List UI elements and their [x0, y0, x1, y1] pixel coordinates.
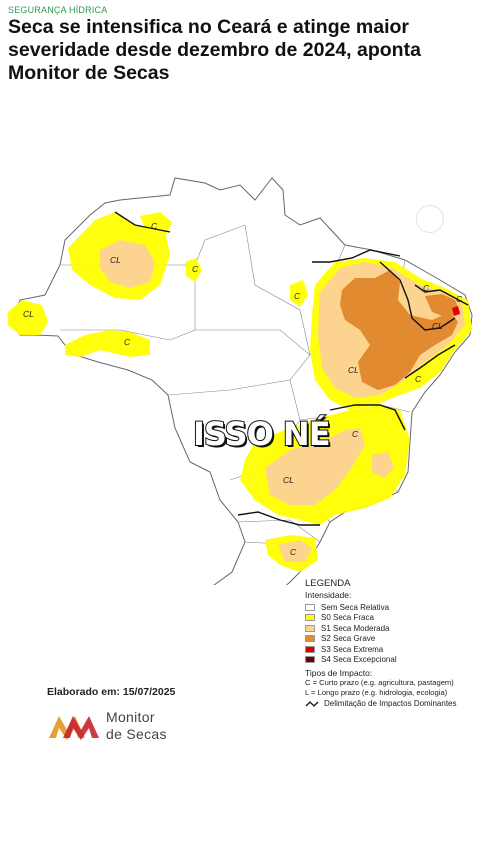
label-cl-amazonas: CL — [110, 255, 121, 265]
brand-name: Monitor de Secas — [106, 709, 167, 743]
impact-delimitations — [114, 211, 469, 526]
monitor-de-secas-logo — [49, 716, 99, 740]
elaborated-date: Elaborado em: 15/07/2025 — [47, 686, 176, 698]
label-cl-pernambuco: CL — [432, 321, 443, 331]
legend-label: Sem Seca Relativa — [321, 602, 390, 612]
swatch-s1 — [305, 624, 315, 632]
label-cl-goias: CL — [283, 475, 294, 485]
impact-c: C = Curto prazo (e.g. agricultura, pasta… — [305, 678, 454, 687]
watermark-icon — [416, 205, 444, 233]
label-c-rondonia: C — [124, 337, 131, 347]
impact-l: L = Longo prazo (e.g. hidrologia, ecolog… — [305, 688, 448, 697]
label-c-south: C — [290, 547, 297, 557]
legend-item: S3 Seca Extrema — [305, 644, 457, 655]
delimitation-row: Delimitação de Impactos Dominantes — [305, 699, 457, 708]
s2-regions — [340, 270, 460, 390]
legend-item: S2 Seca Grave — [305, 634, 457, 645]
legend-subtitle: Intensidade: — [305, 590, 352, 600]
legend-label: S4 Seca Excepcional — [321, 655, 397, 665]
legend-label: S2 Seca Grave — [321, 634, 376, 644]
legend-item: S4 Seca Excepcional — [305, 655, 457, 666]
label-cl-acre: CL — [23, 309, 34, 319]
label-c-amapa: C — [192, 264, 199, 274]
legend-label: S0 Seca Fraca — [321, 613, 374, 623]
overlay-caption: ISSO NÉ — [192, 414, 332, 454]
legend-item: S1 Seca Moderada — [305, 623, 457, 634]
legend-label: S3 Seca Extrema — [321, 644, 384, 654]
kicker: SEGURANÇA HÍDRICA — [8, 5, 108, 15]
label-c-roraima: C — [151, 221, 158, 231]
delimitation-label: Delimitação de Impactos Dominantes — [324, 699, 457, 708]
region-labels: CL C C CL C C C CL C C CL C CL C — [23, 221, 463, 557]
label-c-paraiba: C — [456, 294, 463, 304]
swatch-none — [305, 603, 315, 611]
label-c-para: C — [294, 291, 301, 301]
legend: LEGENDA Intensidade: Sem Seca Relativa S… — [305, 578, 457, 708]
swatch-s3 — [305, 645, 315, 653]
legend-item: Sem Seca Relativa — [305, 602, 457, 613]
delimitation-line-icon — [305, 700, 319, 707]
brand-line-1: Monitor — [106, 709, 155, 725]
headline: Seca se intensifica no Ceará e atinge ma… — [8, 16, 421, 84]
label-c-minas: C — [352, 429, 359, 439]
impact-title: Tipos de Impacto: — [305, 668, 373, 678]
label-c-alagoas: C — [415, 374, 422, 384]
legend-title: LEGENDA — [305, 578, 351, 589]
swatch-s4 — [305, 656, 315, 664]
swatch-s0 — [305, 614, 315, 622]
legend-item: S0 Seca Fraca — [305, 613, 457, 624]
swatch-s2 — [305, 635, 315, 643]
label-cl-bahia: CL — [348, 365, 359, 375]
brand-line-2: de Secas — [106, 726, 167, 742]
label-c-northeast: C — [423, 283, 430, 293]
drought-map: CL C C CL C C C CL C C CL C CL C — [8, 177, 473, 585]
s3-region — [452, 306, 460, 316]
legend-label: S1 Seca Moderada — [321, 623, 390, 633]
